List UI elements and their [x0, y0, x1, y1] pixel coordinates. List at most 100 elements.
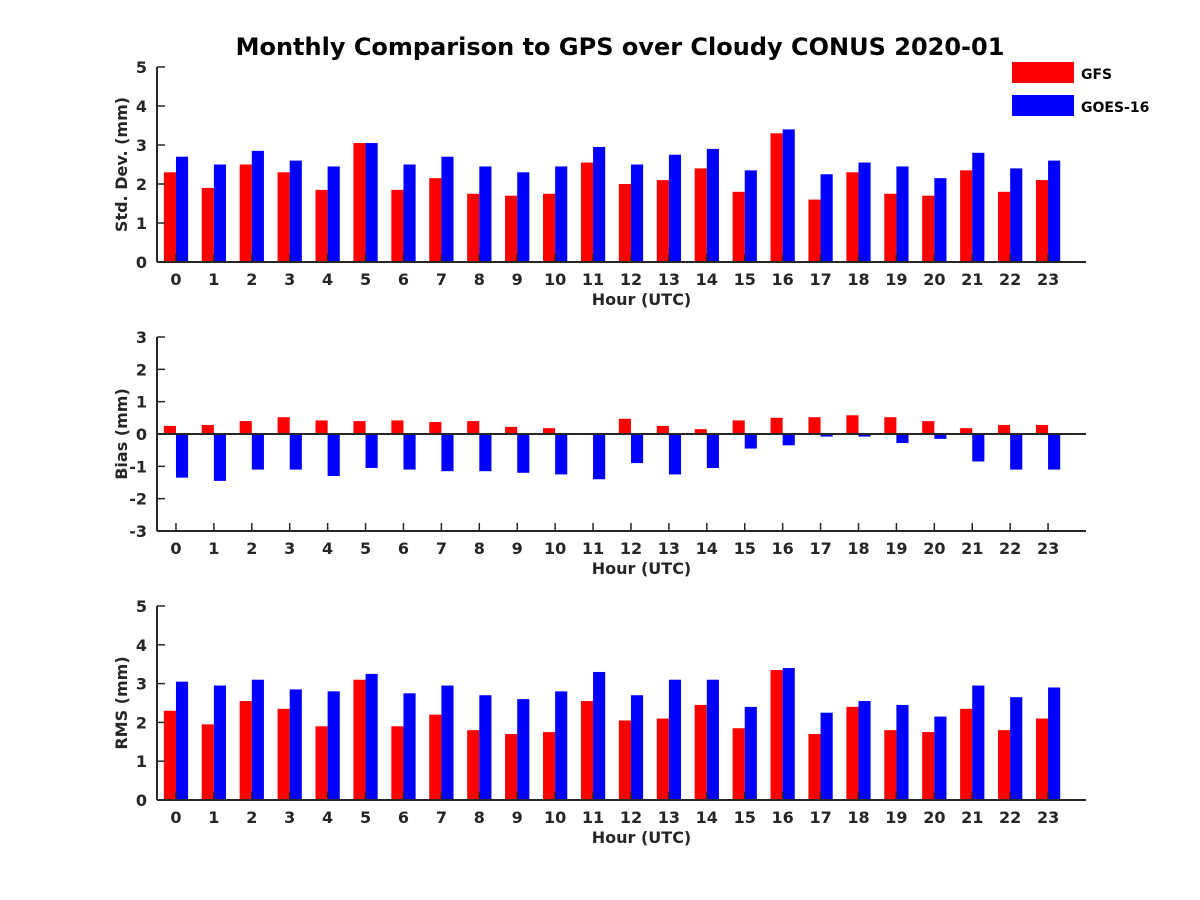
bar-goes16-hour-10	[555, 691, 568, 800]
bar-gfs-hour-19	[884, 730, 897, 800]
x-tick-label: 7	[436, 539, 447, 558]
bar-gfs-hour-8	[467, 730, 480, 800]
bar-goes16-hour-16	[782, 668, 795, 800]
bar-goes16-hour-12	[630, 695, 644, 800]
bar-goes16-hour-18	[858, 701, 871, 800]
x-tick-label: 16	[772, 808, 794, 827]
bar-goes16-hour-13	[668, 679, 682, 800]
bar-gfs-hour-3	[277, 708, 290, 800]
x-tick-label: 21	[961, 808, 983, 827]
x-tick-label: 15	[734, 539, 756, 558]
x-tick-label: 6	[398, 808, 409, 827]
y-tick-label: 2	[136, 360, 147, 379]
bar-goes16-hour-1	[213, 685, 227, 800]
bar-goes16-hour-7	[441, 685, 454, 800]
bar-gfs-hour-1	[201, 424, 214, 434]
x-tick-label: 12	[620, 539, 642, 558]
bar-gfs-hour-15	[732, 191, 745, 262]
bar-gfs-hour-16	[770, 670, 783, 800]
bar-goes16-hour-8	[479, 166, 492, 262]
x-tick-label: 17	[809, 270, 831, 289]
bar-goes16-hour-3	[289, 160, 302, 262]
y-tick-label: 1	[136, 214, 147, 233]
bar-gfs-hour-5	[353, 421, 366, 434]
bar-goes16-hour-5	[365, 434, 378, 468]
x-tick-label: 15	[734, 270, 756, 289]
bar-gfs-hour-2	[239, 164, 252, 262]
legend: GFS GOES-16	[1012, 62, 1149, 116]
x-tick-label: 0	[170, 808, 181, 827]
y-tick-label: 2	[136, 713, 147, 732]
bar-gfs-hour-13	[656, 425, 669, 434]
bar-gfs-hour-11	[580, 162, 594, 262]
bar-gfs-hour-12	[618, 720, 631, 800]
bar-goes16-hour-3	[289, 689, 302, 800]
x-tick-label: 15	[734, 808, 756, 827]
x-axis-label: Hour (UTC)	[592, 559, 692, 578]
bar-goes16-hour-1	[213, 164, 227, 262]
bar-gfs-hour-17	[808, 199, 821, 262]
y-tick-label: 0	[136, 425, 147, 444]
bar-gfs-hour-4	[315, 420, 328, 434]
bar-goes16-hour-20	[934, 716, 947, 800]
bar-gfs-hour-5	[353, 679, 366, 800]
bar-goes16-hour-22	[1010, 697, 1023, 800]
bar-gfs-hour-13	[656, 718, 669, 800]
x-tick-label: 13	[658, 539, 680, 558]
bar-gfs-hour-22	[998, 730, 1011, 800]
x-tick-label: 14	[696, 808, 718, 827]
bar-gfs-hour-6	[391, 420, 404, 434]
x-tick-label: 8	[474, 270, 485, 289]
bar-goes16-hour-22	[1010, 434, 1023, 470]
bar-goes16-hour-4	[327, 434, 340, 477]
bar-gfs-hour-9	[505, 734, 518, 800]
bar-goes16-hour-14	[706, 679, 719, 800]
bar-goes16-hour-18	[858, 434, 871, 437]
bar-goes16-hour-21	[972, 152, 985, 262]
x-tick-label: 22	[999, 808, 1021, 827]
bar-goes16-hour-13	[668, 434, 682, 475]
bar-goes16-hour-11	[593, 434, 606, 480]
bar-gfs-hour-12	[618, 184, 631, 262]
x-tick-label: 8	[474, 539, 485, 558]
bar-goes16-hour-15	[744, 434, 757, 449]
x-tick-label: 11	[582, 270, 604, 289]
x-tick-label: 6	[398, 270, 409, 289]
x-tick-label: 6	[398, 539, 409, 558]
bar-goes16-hour-0	[175, 434, 189, 478]
bar-goes16-hour-8	[479, 434, 492, 472]
bar-goes16-hour-23	[1048, 687, 1061, 800]
bar-gfs-hour-20	[922, 421, 935, 434]
bar-goes16-hour-2	[251, 679, 264, 800]
bar-gfs-hour-0	[163, 710, 176, 800]
bar-goes16-hour-23	[1048, 434, 1061, 470]
x-tick-label: 21	[961, 270, 983, 289]
bar-gfs-hour-9	[505, 426, 518, 434]
bar-gfs-hour-21	[960, 170, 973, 262]
bar-gfs-hour-22	[998, 191, 1011, 262]
bar-gfs-hour-15	[732, 420, 745, 434]
bar-goes16-hour-16	[782, 434, 795, 446]
y-tick-label: -3	[129, 522, 147, 541]
chart-title: Monthly Comparison to GPS over Cloudy CO…	[236, 33, 1005, 61]
x-tick-label: 10	[544, 808, 566, 827]
bar-gfs-hour-2	[239, 421, 252, 434]
bar-goes16-hour-0	[175, 681, 189, 800]
x-tick-label: 5	[360, 270, 371, 289]
x-tick-label: 19	[885, 808, 907, 827]
bar-goes16-hour-6	[403, 693, 416, 800]
bar-gfs-hour-18	[846, 706, 859, 800]
bar-goes16-hour-21	[972, 434, 985, 462]
bar-gfs-hour-11	[580, 701, 594, 800]
x-tick-label: 11	[582, 539, 604, 558]
legend-swatch-gfs	[1012, 62, 1074, 83]
bar-goes16-hour-5	[365, 673, 378, 800]
bar-goes16-hour-1	[213, 434, 227, 481]
y-tick-label: 2	[136, 175, 147, 194]
bar-goes16-hour-7	[441, 156, 454, 262]
y-tick-label: 3	[136, 328, 147, 347]
bar-gfs-hour-21	[960, 708, 973, 800]
bar-gfs-hour-22	[998, 424, 1011, 434]
bar-goes16-hour-20	[934, 434, 947, 439]
